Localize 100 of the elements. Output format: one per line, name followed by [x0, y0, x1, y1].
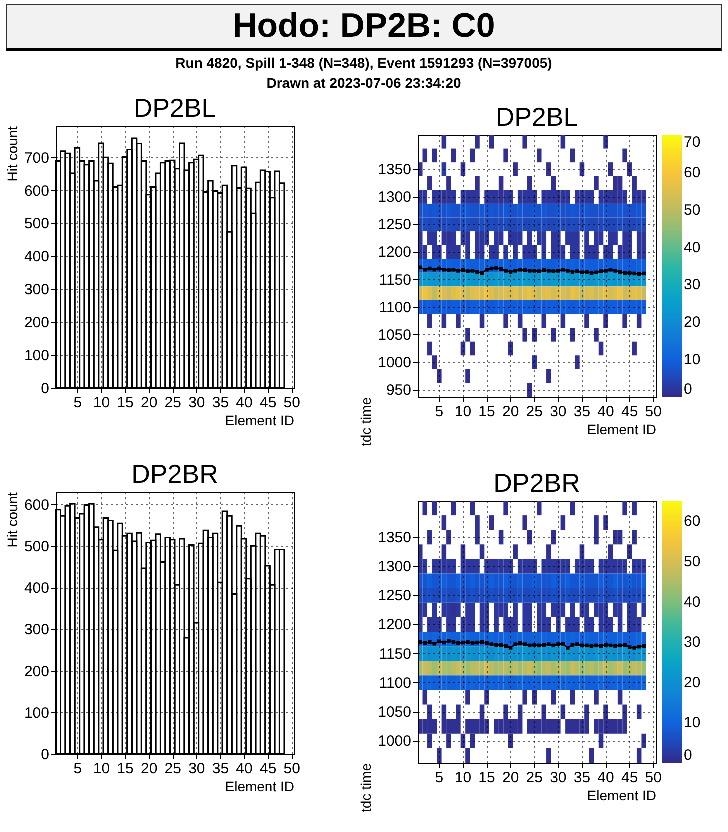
point: [642, 272, 646, 276]
point: [614, 644, 618, 648]
point: [542, 268, 546, 272]
y-tick-label: 1250: [378, 216, 412, 234]
point: [623, 643, 627, 647]
y-tick-label: 100: [24, 348, 50, 365]
point: [576, 270, 580, 274]
point: [514, 269, 518, 273]
y-tick-label: 500: [24, 216, 50, 233]
point: [447, 268, 451, 272]
y-tick-label: 1000: [378, 354, 412, 372]
x-tick-label: 50: [284, 760, 300, 778]
x-tick-label: 40: [598, 770, 614, 786]
point: [470, 269, 475, 273]
point: [566, 646, 570, 650]
y-tick-label: 600: [24, 496, 50, 514]
x-tick-label: 50: [645, 770, 662, 786]
point: [538, 644, 542, 648]
point: [476, 640, 480, 645]
y-tick-label: 1300: [378, 558, 412, 576]
point: [504, 269, 508, 273]
color-bar-label: 20: [684, 674, 701, 692]
point: [599, 270, 604, 274]
color-bar-label: 30: [684, 634, 701, 652]
y-tick-label: 0: [41, 380, 50, 398]
y-axis-title: tdc time: [358, 763, 374, 813]
y-tick-label: 100: [24, 704, 50, 722]
text: Hodo: DP2B: C0: [6, 4, 722, 51]
x-tick-label: 50: [645, 404, 662, 420]
point: [552, 270, 556, 274]
y-tick-label: 1050: [378, 704, 412, 722]
x-tick-label: 20: [140, 394, 158, 412]
y-tick-label: 1200: [378, 616, 412, 634]
y-tick-label: 200: [24, 314, 50, 332]
point: [632, 646, 636, 650]
y-tick-label: 700: [24, 150, 50, 167]
y-tick-label: 1350: [378, 161, 412, 178]
color-bar-label: 70: [684, 134, 701, 151]
point: [556, 269, 560, 273]
point: [547, 269, 551, 273]
y-tick-label: 1000: [378, 733, 412, 750]
point: [570, 643, 575, 647]
x-tick-label: 40: [598, 404, 614, 420]
y-tick-label: 1100: [379, 674, 412, 692]
point: [628, 646, 632, 650]
x-tick-label: 15: [478, 770, 496, 786]
y-axis-title: Hit count: [4, 492, 20, 548]
color-bar-label: 30: [684, 276, 701, 294]
x-tick-label: 35: [574, 404, 591, 420]
x-axis-title: Element ID: [225, 412, 294, 428]
point: [476, 270, 480, 274]
x-tick-label: 15: [117, 394, 134, 412]
y-tick-label: 1200: [378, 244, 412, 262]
point: [456, 269, 460, 273]
color-bar-label: 40: [684, 239, 701, 256]
y-tick-label: 1350: [378, 529, 412, 546]
point: [523, 268, 527, 272]
x-tick-label: 45: [260, 394, 277, 412]
point: [618, 270, 622, 274]
x-tick-label: 10: [93, 394, 110, 412]
x-tick-label: 30: [188, 394, 206, 412]
point: [642, 644, 646, 648]
point: [438, 640, 442, 644]
point: [490, 642, 494, 646]
point: [604, 269, 608, 273]
x-tick-label: 5: [74, 394, 82, 412]
x-tick-label: 30: [188, 760, 206, 778]
y-tick-label: 400: [24, 580, 50, 598]
point: [585, 270, 589, 274]
point: [604, 643, 608, 647]
point: [508, 270, 513, 274]
point: [556, 642, 560, 646]
point: [594, 644, 598, 648]
y-tick-label: 1250: [378, 588, 412, 605]
point: [466, 270, 470, 274]
point: [504, 644, 508, 648]
x-tick-label: 30: [550, 770, 567, 786]
color-bar-label: 60: [684, 164, 701, 182]
point: [494, 643, 498, 647]
chart-title: DP2BR: [132, 459, 218, 489]
y-tick-label: 1300: [378, 189, 412, 206]
y-tick-label: 0: [41, 746, 50, 764]
point: [514, 642, 518, 646]
point: [418, 640, 422, 644]
y-tick-label: 400: [24, 248, 50, 266]
point: [585, 644, 589, 648]
color-bar-label: 0: [684, 747, 692, 764]
color-bar-label: 50: [684, 202, 701, 219]
x-tick-label: 5: [74, 760, 82, 778]
x-tick-label: 20: [140, 760, 158, 778]
point: [456, 641, 460, 646]
point: [561, 642, 566, 646]
text: Drawn at 2023-07-06 23:34:20: [266, 75, 462, 91]
y-tick-label: 300: [24, 282, 50, 299]
x-axis-title: Element ID: [587, 788, 656, 804]
color-bar-label: 10: [684, 352, 701, 369]
x-tick-label: 5: [435, 770, 444, 786]
point: [632, 272, 636, 276]
x-tick-label: 5: [435, 404, 444, 420]
point: [532, 269, 536, 273]
